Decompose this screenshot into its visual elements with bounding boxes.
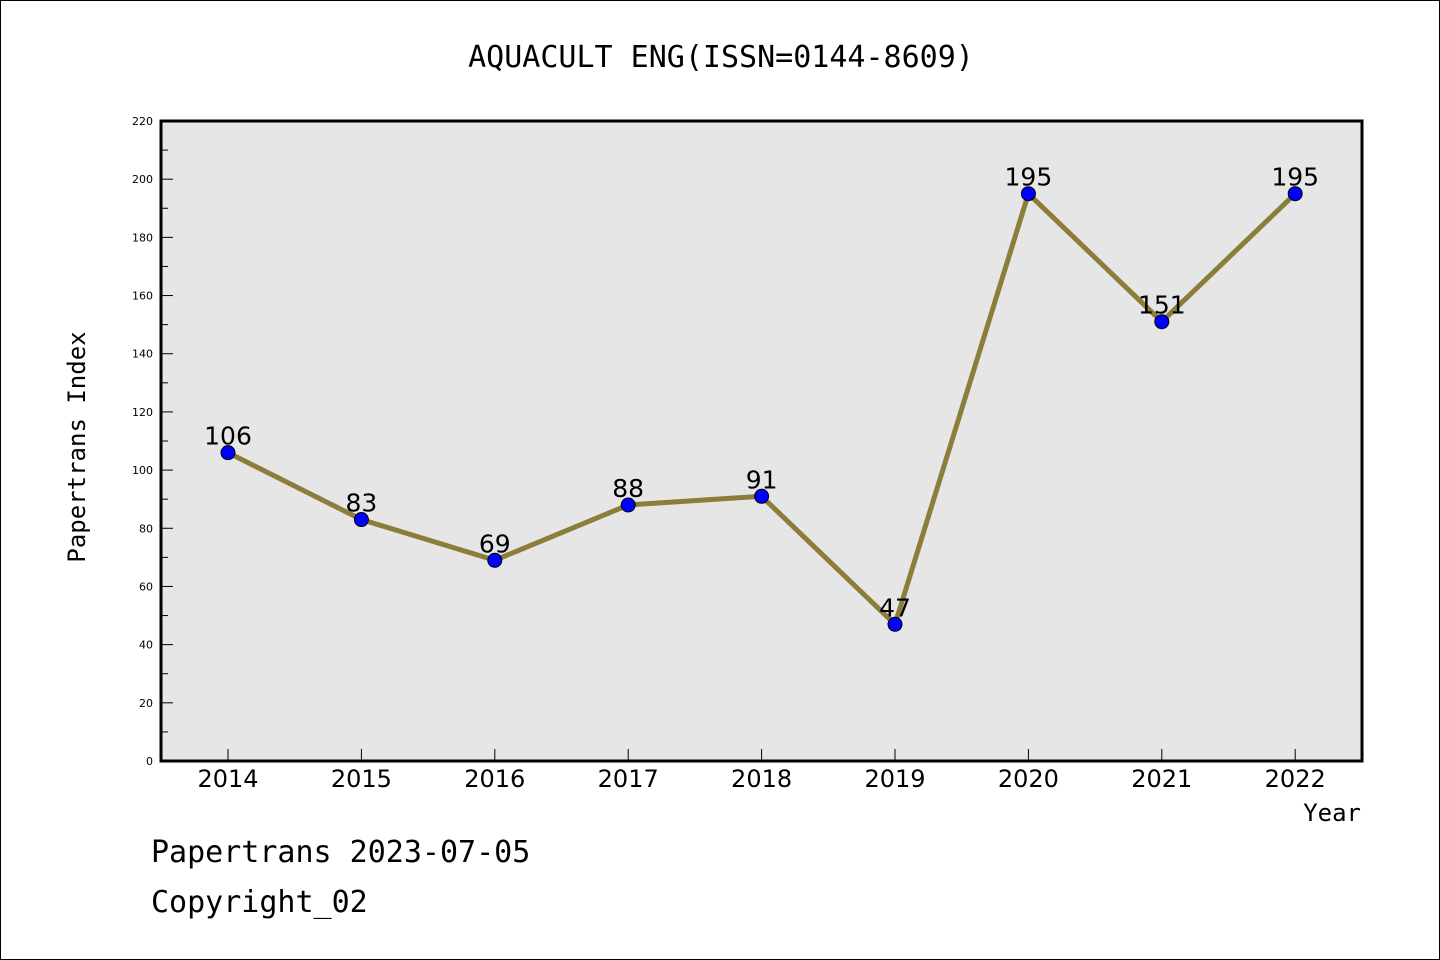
y-tick-label: 140 <box>132 348 153 361</box>
plot-area <box>159 119 1364 763</box>
y-axis-label: Papertrans Index <box>63 331 91 562</box>
x-tick-label: 2020 <box>998 765 1059 793</box>
data-label: 195 <box>1005 163 1053 192</box>
data-point <box>1154 314 1170 330</box>
data-point <box>487 552 503 568</box>
x-tick-label: 2017 <box>598 765 659 793</box>
data-point <box>620 497 636 513</box>
data-label: 69 <box>479 529 511 558</box>
x-tick-label: 2018 <box>731 765 792 793</box>
data-point <box>1020 186 1036 202</box>
x-tick-label: 2021 <box>1131 765 1192 793</box>
data-label: 83 <box>345 489 377 518</box>
x-tick-label: 2016 <box>464 765 525 793</box>
data-point <box>220 445 236 461</box>
data-label: 91 <box>746 465 778 494</box>
y-tick-label: 120 <box>132 406 153 419</box>
y-tick-label: 60 <box>139 580 153 593</box>
data-label: 195 <box>1271 163 1319 192</box>
y-tick-label: 40 <box>139 639 153 652</box>
data-point <box>1287 186 1303 202</box>
x-tick-label: 2022 <box>1265 765 1326 793</box>
data-label: 151 <box>1138 291 1186 320</box>
data-point <box>353 512 369 528</box>
y-tick-label: 220 <box>132 115 153 128</box>
footer-copyright: Copyright_02 <box>151 885 368 920</box>
y-axis-ticks: 0 20 40 60 80 100 120 140 160 180 200 220 <box>132 115 173 768</box>
data-label: 106 <box>204 422 252 451</box>
x-axis-label: Year <box>1303 799 1361 827</box>
y-tick-label: 100 <box>132 464 153 477</box>
y-tick-label: 180 <box>132 231 153 244</box>
x-tick-label: 2014 <box>197 765 258 793</box>
x-tick-label: 2019 <box>864 765 925 793</box>
data-point <box>754 488 770 504</box>
chart-title: AQUACULT ENG(ISSN=0144-8609) <box>468 40 974 75</box>
x-tick-label: 2015 <box>331 765 392 793</box>
y-tick-label: 20 <box>139 697 153 710</box>
x-axis-ticks: 2014 2015 2016 2017 2018 2019 2020 2021 2022 <box>197 749 1326 793</box>
footer-date: Papertrans 2023-07-05 <box>151 835 531 870</box>
data-label: 47 <box>879 593 911 622</box>
y-tick-label: 160 <box>132 290 153 303</box>
y-tick-label: 80 <box>139 522 153 535</box>
y-tick-label: 0 <box>146 755 153 768</box>
y-tick-label: 200 <box>132 173 153 186</box>
data-point <box>887 616 903 632</box>
series-group: 106 83 69 88 91 47 195 151 195 <box>204 163 1319 632</box>
data-label: 88 <box>612 474 644 503</box>
